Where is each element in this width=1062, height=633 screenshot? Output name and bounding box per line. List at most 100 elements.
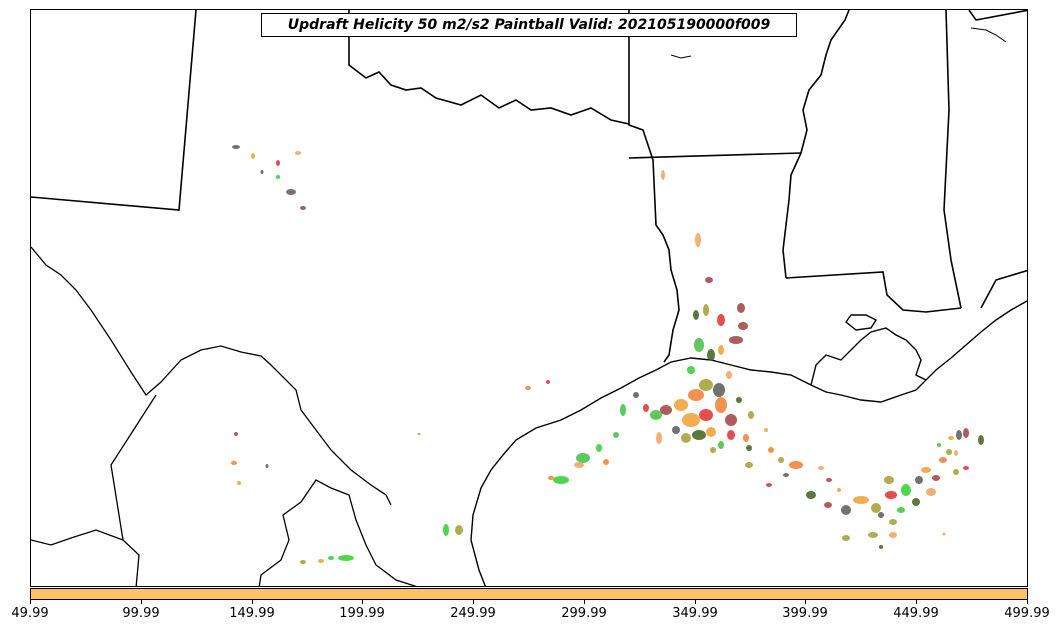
oklahoma-texas-border (348, 10, 630, 125)
paintball-cell (842, 535, 850, 541)
paintball-cell (889, 519, 897, 525)
paintball-cell (682, 413, 700, 427)
paintball-cell (643, 404, 649, 412)
paintball-cell (260, 170, 264, 174)
paintball-cell (841, 505, 851, 515)
colorbar-tick (252, 600, 253, 604)
paintball-cell (237, 481, 241, 485)
paintball-cell (713, 383, 725, 397)
colorbar-tick-label: 349.99 (672, 606, 718, 621)
paintball-cell (661, 170, 665, 180)
alabama-river (970, 27, 1007, 43)
colorbar (30, 588, 1028, 600)
paintball-cell (672, 426, 680, 434)
paintball-cell (318, 559, 324, 563)
paintball-cell (232, 145, 240, 149)
colorbar-tick-label: 199.99 (339, 606, 385, 621)
state-boundaries (31, 10, 1027, 363)
colorbar-tick (30, 600, 31, 604)
paintball-cell (868, 532, 878, 538)
paintball-cell (699, 379, 713, 391)
paintball-cell (687, 366, 695, 374)
paintball-cell (746, 445, 752, 451)
paintball-cell (525, 386, 531, 390)
paintball-cell (265, 464, 269, 468)
paintball-cell (718, 345, 724, 355)
mississippi-river (782, 10, 850, 279)
paintball-cell (937, 443, 941, 447)
paintball-cell (613, 432, 619, 438)
paintball-cell (725, 414, 737, 426)
paintball-cell (764, 428, 768, 432)
paintball-cell (948, 436, 954, 440)
paintball-cell (699, 409, 713, 421)
paintball-cell (963, 428, 969, 438)
paintball-cell (705, 277, 713, 283)
paintball-cell (656, 432, 662, 444)
paintball-cell (715, 397, 727, 413)
paintball-cell (946, 449, 952, 455)
paintball-cell (766, 483, 772, 487)
colorbar-tick (584, 600, 585, 604)
paintball-cell (548, 476, 554, 480)
paintball-cell (915, 476, 923, 484)
colorbar-tick-label: 499.99 (1004, 606, 1050, 621)
paintball-cell (546, 380, 550, 384)
arkansas-south-border (628, 152, 802, 159)
paintball-cell (768, 447, 774, 453)
paintball-cell (706, 427, 716, 437)
paintball-cell (736, 397, 742, 403)
paintball-cell (963, 466, 969, 470)
paintball-cell (660, 405, 672, 415)
paintball-cell (939, 457, 947, 463)
paintball-cell (295, 151, 301, 155)
paintball-cell (620, 404, 626, 416)
paintball-cell (234, 432, 238, 436)
paintball-cell (338, 555, 354, 561)
paintball-cell (789, 461, 803, 469)
paintball-cell (710, 447, 716, 453)
minor-lines (670, 27, 1007, 59)
paintball-cells (231, 145, 984, 564)
paintball-cell (717, 314, 725, 326)
paintball-cell (718, 441, 724, 449)
louisiana-mississippi-border (785, 271, 962, 313)
colorbar-tick-label: 299.99 (561, 606, 607, 621)
paintball-cell (695, 233, 701, 247)
paintball-cell (443, 524, 449, 536)
paintball-cell (884, 476, 894, 484)
paintball-cell (674, 399, 688, 411)
paintball-cell (276, 160, 280, 166)
paintball-cell (251, 153, 255, 159)
paintball-cell (729, 336, 743, 344)
paintball-cell (737, 303, 745, 313)
paintball-cell (978, 435, 984, 445)
paintball-cell (553, 476, 569, 484)
paintball-cell (783, 473, 789, 477)
paintball-cell (286, 189, 296, 195)
paintball-cell (650, 410, 662, 420)
map-title: Updraft Helicity 50 m2/s2 Paintball Vali… (261, 13, 797, 37)
paintball-cell (738, 322, 748, 330)
texas-louisiana-border (628, 10, 680, 363)
gulf-coastline (470, 300, 1027, 586)
paintball-cell (681, 433, 691, 443)
paintball-cell (300, 560, 306, 564)
paintball-cell (953, 469, 959, 475)
paintball-cell (703, 304, 709, 316)
colorbar-tick-label: 99.99 (122, 606, 160, 621)
mississippi-alabama-border (943, 10, 962, 309)
mexico-state-border-2 (31, 529, 124, 546)
alabama-florida-border (968, 10, 1027, 21)
paintball-cell (748, 411, 754, 419)
paintball-cell (328, 556, 334, 560)
paintball-cell (826, 478, 832, 482)
paintball-cell (455, 525, 463, 535)
paintball-cell (231, 461, 237, 465)
paintball-cell (932, 475, 940, 481)
paintball-cell (956, 430, 962, 440)
map-svg (31, 10, 1027, 586)
paintball-cell (745, 462, 753, 468)
paintball-cell (596, 444, 602, 452)
lake-pontchartrain (845, 314, 878, 331)
